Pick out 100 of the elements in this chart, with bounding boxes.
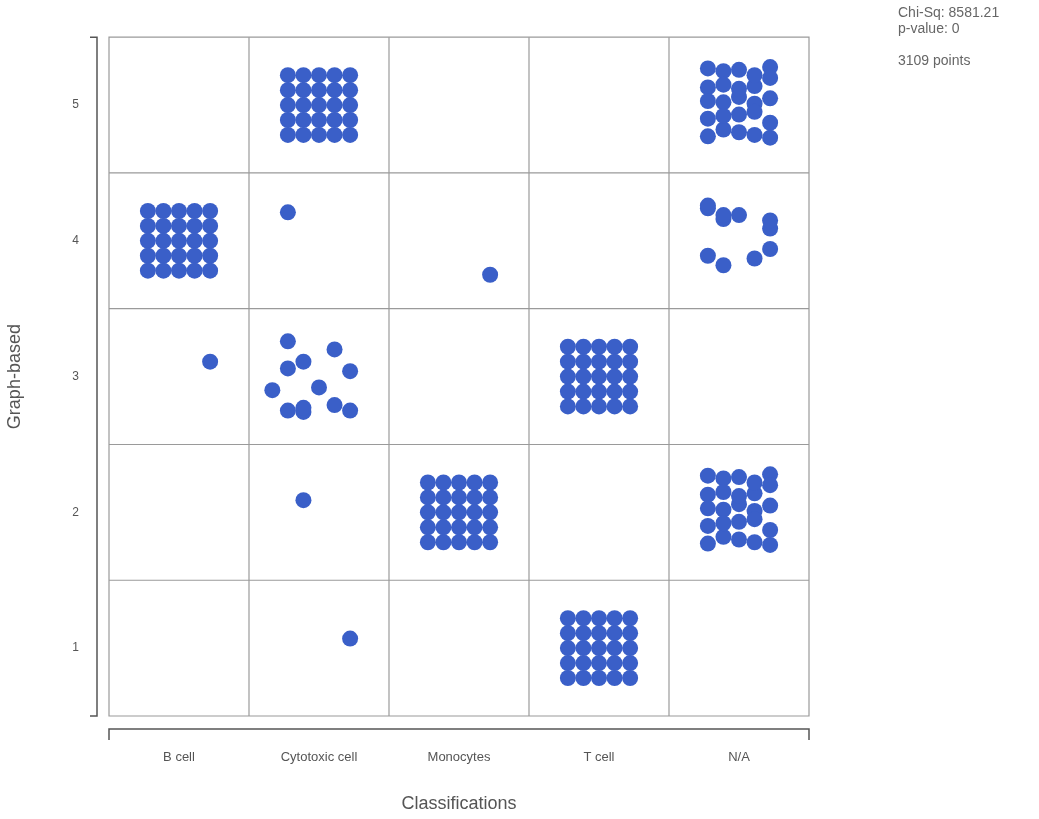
point (715, 63, 732, 80)
point (342, 97, 359, 114)
point (622, 640, 639, 657)
point (575, 625, 592, 642)
point (606, 610, 623, 627)
point (466, 474, 483, 491)
x-tick-label: Monocytes (427, 749, 491, 765)
point (311, 67, 327, 84)
point (279, 402, 296, 419)
point (559, 669, 576, 686)
x-tick-label: Cytotoxic cell (280, 749, 358, 765)
point (295, 97, 312, 114)
point (575, 353, 592, 370)
point (451, 504, 467, 521)
point (622, 383, 639, 400)
point (559, 338, 576, 355)
point (326, 112, 343, 129)
point (715, 528, 732, 545)
point (171, 202, 187, 219)
point (622, 353, 639, 370)
point (295, 67, 312, 84)
point (326, 341, 343, 358)
point (482, 519, 499, 536)
point (279, 82, 296, 99)
point (311, 97, 327, 114)
point (699, 486, 716, 503)
point (699, 60, 716, 77)
point (202, 217, 219, 234)
point (342, 363, 359, 380)
y-tick-label: 5 (72, 97, 80, 112)
point (731, 513, 747, 530)
point (715, 515, 732, 532)
point (342, 67, 359, 84)
point (482, 266, 499, 283)
point (451, 474, 467, 491)
point (731, 469, 747, 486)
point (699, 500, 716, 517)
y-tick-label: 3 (72, 368, 80, 383)
point (419, 474, 436, 491)
point (435, 534, 452, 551)
point (591, 625, 607, 642)
y-tick-label: 1 (72, 640, 80, 655)
point (186, 232, 203, 249)
point (715, 76, 732, 93)
x-tick-label: N/A (728, 749, 751, 765)
point (699, 128, 716, 145)
x-tick-label: B cell (163, 749, 195, 765)
point (746, 474, 763, 491)
point (139, 217, 156, 234)
point (466, 519, 483, 536)
point (746, 250, 763, 267)
point (435, 489, 452, 506)
point (591, 610, 607, 627)
point (575, 610, 592, 627)
point (279, 126, 296, 143)
y-tick-label: 2 (72, 504, 80, 519)
point (435, 474, 452, 491)
point (591, 383, 607, 400)
point (699, 79, 716, 96)
point (559, 398, 576, 415)
point (435, 519, 452, 536)
point (762, 477, 779, 494)
point (155, 202, 172, 219)
point (715, 121, 732, 138)
point (731, 531, 747, 548)
point (451, 489, 467, 506)
point (279, 97, 296, 114)
point (606, 655, 623, 672)
point (559, 625, 576, 642)
y-axis-title: Graph-based (3, 324, 24, 430)
point (419, 534, 436, 551)
point (606, 383, 623, 400)
point (575, 368, 592, 385)
point (622, 655, 639, 672)
point (326, 97, 343, 114)
point (186, 247, 203, 264)
point (559, 383, 576, 400)
point (699, 517, 716, 534)
point (699, 110, 716, 127)
point (139, 262, 156, 279)
point (731, 61, 747, 78)
point (326, 82, 343, 99)
point (466, 534, 483, 551)
point (575, 669, 592, 686)
point (606, 640, 623, 657)
point (746, 534, 763, 551)
point (342, 630, 359, 647)
point (171, 262, 187, 279)
point (622, 398, 639, 415)
point (171, 232, 187, 249)
point (202, 262, 219, 279)
point (606, 625, 623, 642)
point (342, 402, 359, 419)
point (731, 124, 747, 141)
point (202, 202, 219, 219)
point (311, 82, 327, 99)
point (762, 536, 779, 553)
point (622, 610, 639, 627)
point (202, 247, 219, 264)
x-tick-label: T cell (583, 749, 615, 765)
